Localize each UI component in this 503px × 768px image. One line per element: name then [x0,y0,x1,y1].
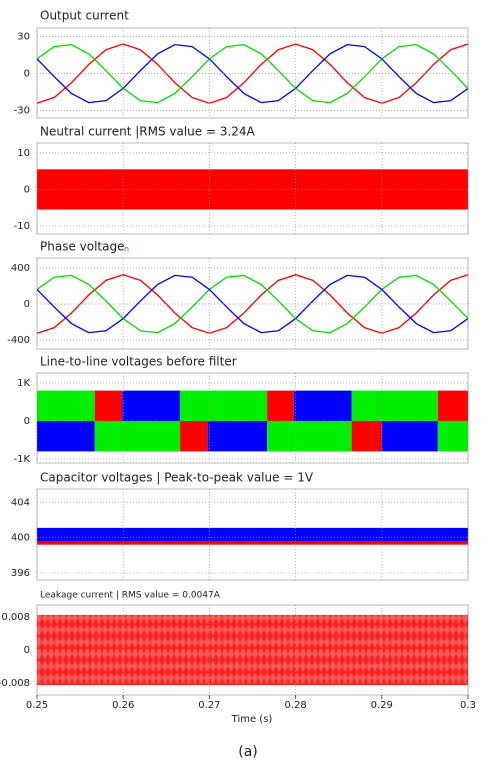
y-tick-label: 0.008 [1,612,30,623]
line-series [37,43,468,104]
y-tick-label: -1K [13,454,30,465]
block [37,390,95,422]
panel: Output current 30 0 -30 [14,9,469,119]
y-tick-label: -10 [14,221,30,232]
y-tick-label: 0 [24,299,30,310]
y-tick-label: 0 [24,184,30,195]
block [351,421,382,452]
block [37,421,95,452]
block [293,390,352,422]
marker-text: n [124,245,129,254]
band [37,527,468,542]
panel-title: Output current [40,9,129,23]
panel: Line-to-line voltages before filter 1K 0 -1… [13,355,469,465]
block [94,421,181,452]
line-series [37,43,468,104]
y-tick-label: -30 [14,106,30,117]
y-tick-label: 400 [11,263,30,274]
block [267,421,352,452]
y-tick-label: 10 [17,148,30,159]
panel: Leakage current | RMS value = 0.0047A 0.0… [0,591,469,696]
panel: Neutral current |RMS value = 3.24A 10 0 -10 [14,125,469,235]
band-texture [37,614,468,686]
panel-title: Leakage current | RMS value = 0.0047A [40,591,221,601]
panel-title: Neutral current |RMS value = 3.24A [40,125,256,139]
data-layer [37,169,468,210]
data-layer [37,390,468,452]
block [381,421,438,452]
line-series [37,274,468,334]
y-tick-label: 404 [11,497,30,508]
x-tick-label: 0.3 [460,700,476,711]
y-tick-label: 396 [11,568,30,579]
y-tick-label: 0 [24,645,30,656]
line-series [37,43,468,104]
panel: Phase voltage n 400 0 -400 [7,240,469,350]
y-tick-label: -0.008 [0,678,30,689]
y-tick-label: 30 [17,32,30,43]
y-tick-label: -400 [7,335,30,346]
x-tick-label: 0.27 [198,700,220,711]
panel-title: Capacitor voltages | Peak-to-peak value … [40,471,314,485]
block [437,390,468,422]
line-series [37,274,468,334]
x-tick-label: 0.25 [26,700,48,711]
data-layer [37,614,468,686]
block [351,390,438,422]
block [267,390,294,422]
line-series [37,274,468,334]
y-tick-label: 0 [24,416,30,427]
data-layer [37,274,468,334]
panel: Capacitor voltages | Peak-to-peak value … [11,471,469,581]
panel-title: Phase voltage [40,240,124,254]
y-tick-label: 1K [17,378,30,389]
y-tick-label: 400 [11,533,30,544]
x-tick-label: 0.26 [112,700,134,711]
x-tick-label: 0.28 [284,700,306,711]
block [180,421,208,452]
block [122,390,181,422]
caption: (a) [238,744,258,760]
x-axis-label: Time (s) [231,714,273,725]
block [437,421,468,452]
x-tick-label: 0.29 [371,700,393,711]
panel-title: Line-to-line voltages before filter [40,355,237,369]
band [37,169,468,210]
data-layer [37,43,468,104]
block [94,390,123,422]
data-layer [37,527,468,545]
block [207,421,268,452]
block [180,390,268,422]
y-tick-label: 0 [24,69,30,80]
